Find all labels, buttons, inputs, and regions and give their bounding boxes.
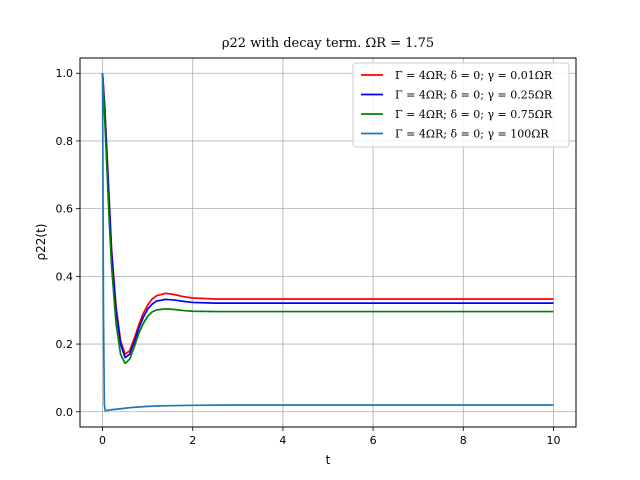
axis-ticks: 0 2 4 6 8 10 0.0 0.2 0.4 0.6 0.8 1.0: [56, 67, 561, 447]
legend-entry-label: Γ = 4ΩR; δ = 0; γ = 0.01ΩR: [395, 69, 553, 82]
y-axis-label: ρ22(t): [34, 224, 48, 261]
x-tick-label: 2: [189, 434, 196, 447]
chart-title: ρ22 with decay term. ΩR = 1.75: [222, 36, 434, 51]
y-tick-label: 0.8: [56, 135, 74, 148]
y-tick-label: 0.4: [56, 270, 74, 283]
series-lines: [101, 73, 554, 412]
series-line-2: [101, 73, 554, 359]
y-tick-label: 1.0: [56, 67, 74, 80]
x-tick-label: 6: [370, 434, 377, 447]
plot-frame: [79, 57, 577, 428]
series-line-4: [101, 73, 554, 412]
y-tick-label: 0.2: [56, 338, 74, 351]
series-line-3: [101, 73, 554, 365]
legend-entry-label: Γ = 4ΩR; δ = 0; γ = 0.25ΩR: [395, 89, 553, 102]
x-tick-label: 8: [460, 434, 467, 447]
x-axis-label: t: [326, 453, 331, 467]
y-tick-label: 0.0: [56, 406, 74, 419]
legend-box: [352, 62, 570, 148]
legend-entry-label: Γ = 4ΩR; δ = 0; γ = 0.75ΩR: [395, 108, 553, 121]
legend: Γ = 4ΩR; δ = 0; γ = 0.01ΩR Γ = 4ΩR; δ = 0…: [352, 62, 570, 148]
x-tick-label: 10: [546, 434, 560, 447]
y-tick-label: 0.6: [56, 203, 74, 216]
legend-entry-label: Γ = 4ΩR; δ = 0; γ = 100ΩR: [395, 128, 549, 141]
x-tick-label: 0: [99, 434, 106, 447]
x-tick-label: 4: [279, 434, 286, 447]
